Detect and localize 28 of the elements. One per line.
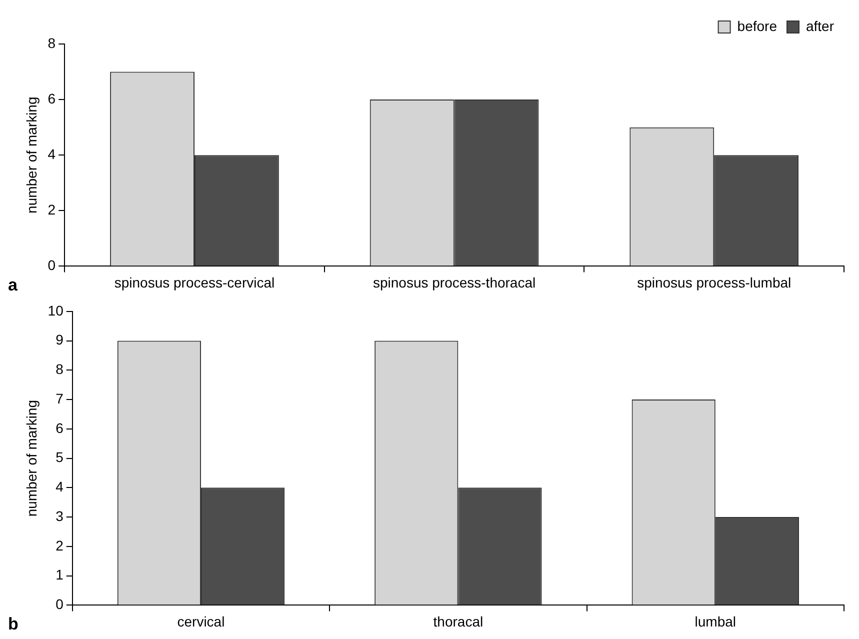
text: a: [8, 275, 18, 294]
x-tick-label: spinosus process-thoracal: [372, 274, 536, 290]
y-tick-label: 5: [56, 449, 64, 466]
y-tick-label: 6: [56, 420, 64, 436]
y-tick-label: 6: [48, 90, 56, 106]
y-tick-label: 4: [48, 146, 56, 162]
legend-label: before: [737, 18, 778, 34]
y-tick-label: 8: [56, 361, 64, 378]
y-tick-label: 0: [48, 257, 56, 274]
x-tick-label: cervical: [177, 613, 225, 630]
x-tick-label: spinosus process-lumbal: [637, 274, 792, 290]
y-tick-label: 2: [48, 202, 56, 218]
y-axis-title: number of marking: [23, 96, 40, 214]
y-tick-label: 10: [48, 302, 64, 318]
y-tick-label: 1: [56, 566, 64, 583]
y-tick-label: 4: [56, 478, 64, 495]
x-tick-label: lumbal: [694, 613, 736, 630]
y-tick-label: 7: [56, 390, 64, 406]
x-tick-label: thoracal: [433, 613, 484, 630]
text: b: [8, 614, 18, 634]
y-tick-label: 2: [56, 537, 64, 554]
y-tick-label: 3: [56, 508, 64, 524]
y-tick-label: 8: [48, 34, 56, 51]
legend-label: after: [806, 18, 834, 34]
y-axis-title: number of marking: [23, 400, 40, 517]
x-tick-label: spinosus process-cervical: [114, 274, 275, 290]
y-tick-label: 0: [56, 596, 64, 612]
y-tick-label: 9: [56, 332, 64, 348]
